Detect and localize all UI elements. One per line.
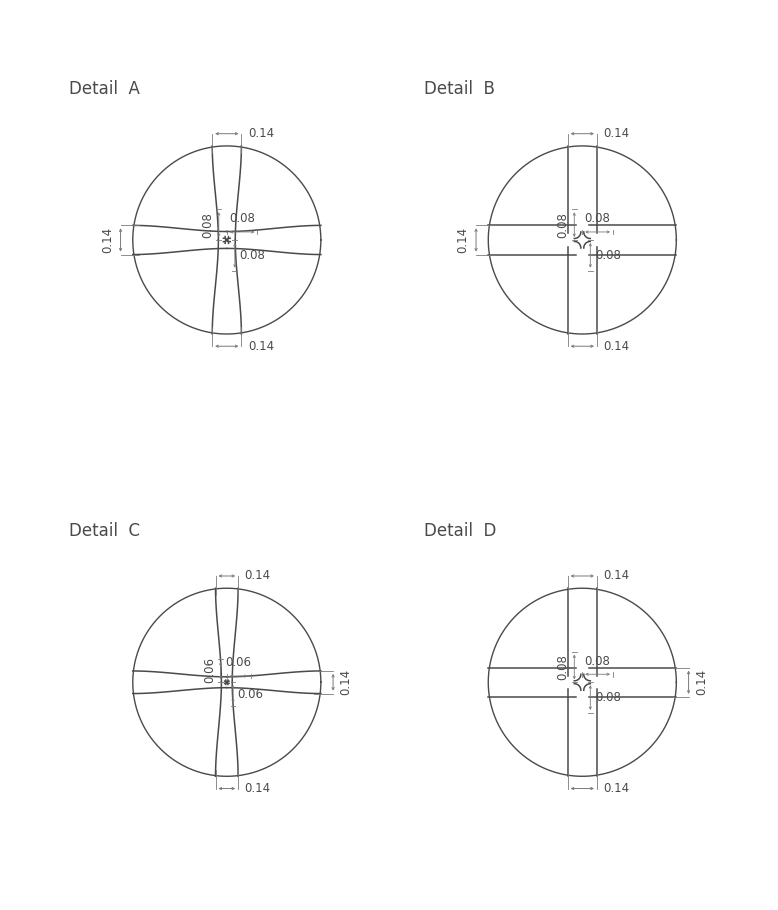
Text: Detail  B: Detail B bbox=[424, 80, 495, 98]
Text: 0.08: 0.08 bbox=[240, 248, 265, 262]
Text: 0.14: 0.14 bbox=[604, 339, 629, 353]
Text: 0.08: 0.08 bbox=[556, 212, 569, 238]
Text: 0.06: 0.06 bbox=[238, 688, 264, 701]
Text: Detail  C: Detail C bbox=[68, 522, 140, 541]
Text: Detail  A: Detail A bbox=[68, 80, 140, 98]
Text: 0.14: 0.14 bbox=[604, 782, 629, 795]
Text: 0.14: 0.14 bbox=[101, 227, 114, 253]
Text: 0.08: 0.08 bbox=[201, 212, 214, 238]
Text: 0.14: 0.14 bbox=[604, 127, 629, 140]
Text: 0.08: 0.08 bbox=[585, 654, 611, 668]
Text: 0.06: 0.06 bbox=[203, 657, 216, 683]
Text: 0.08: 0.08 bbox=[556, 654, 569, 680]
Text: 0.14: 0.14 bbox=[604, 570, 629, 582]
Text: 0.14: 0.14 bbox=[248, 339, 274, 353]
Text: 0.14: 0.14 bbox=[696, 669, 708, 695]
Text: 0.06: 0.06 bbox=[226, 656, 251, 670]
Text: 0.14: 0.14 bbox=[245, 782, 271, 795]
Text: 0.08: 0.08 bbox=[585, 212, 611, 226]
Text: Detail  D: Detail D bbox=[424, 522, 496, 541]
Text: 0.14: 0.14 bbox=[340, 669, 352, 695]
Text: 0.14: 0.14 bbox=[457, 227, 469, 253]
Text: 0.08: 0.08 bbox=[230, 212, 255, 226]
Text: 0.08: 0.08 bbox=[595, 691, 621, 704]
Text: 0.14: 0.14 bbox=[248, 127, 274, 140]
Text: 0.08: 0.08 bbox=[595, 248, 621, 262]
Text: 0.14: 0.14 bbox=[245, 570, 271, 582]
